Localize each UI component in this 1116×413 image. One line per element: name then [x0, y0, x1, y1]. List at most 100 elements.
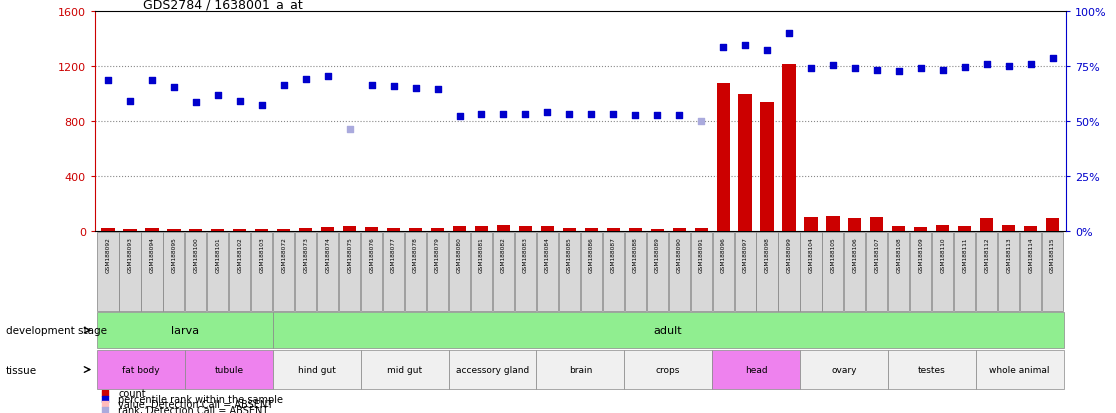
Text: GSM188073: GSM188073 — [304, 237, 308, 273]
Text: GSM188106: GSM188106 — [853, 237, 857, 273]
Text: GSM188088: GSM188088 — [633, 237, 637, 273]
Text: GSM188096: GSM188096 — [721, 237, 725, 273]
Text: testes: testes — [917, 365, 945, 374]
Point — [889, 69, 907, 75]
Bar — [362, 233, 382, 311]
Text: GSM188091: GSM188091 — [699, 237, 703, 273]
Bar — [712, 350, 800, 389]
Text: GSM188080: GSM188080 — [458, 237, 462, 273]
Point — [912, 66, 930, 72]
Bar — [519, 226, 532, 231]
Bar — [475, 226, 488, 231]
Text: GSM188083: GSM188083 — [523, 237, 528, 273]
Bar — [739, 95, 752, 231]
Point — [671, 113, 689, 119]
Point — [121, 98, 138, 104]
Bar — [1002, 225, 1016, 231]
Point — [978, 62, 995, 69]
Point — [319, 74, 337, 80]
Point — [96, 407, 114, 413]
Text: development stage: development stage — [6, 325, 107, 335]
Bar — [273, 233, 295, 311]
Bar — [914, 227, 927, 231]
Bar — [888, 350, 975, 389]
Text: GSM188104: GSM188104 — [808, 237, 814, 273]
Text: GSM188072: GSM188072 — [281, 237, 287, 273]
Bar — [97, 233, 118, 311]
Bar — [580, 233, 602, 311]
Text: GSM188092: GSM188092 — [106, 237, 110, 273]
Text: GSM188093: GSM188093 — [127, 237, 133, 273]
Bar — [1046, 218, 1059, 231]
Point — [560, 112, 578, 118]
Point — [385, 84, 403, 90]
Bar — [651, 229, 664, 231]
Text: head: head — [744, 365, 768, 374]
Bar — [959, 226, 971, 231]
Text: GSM188084: GSM188084 — [545, 237, 550, 273]
Bar — [936, 225, 950, 231]
Point — [583, 112, 600, 118]
Text: crops: crops — [656, 365, 681, 374]
Bar — [757, 233, 778, 311]
Point — [340, 127, 358, 133]
Text: GSM188074: GSM188074 — [325, 237, 330, 273]
Text: GSM188112: GSM188112 — [984, 237, 989, 273]
Bar — [1042, 233, 1064, 311]
Bar — [954, 233, 975, 311]
Bar — [124, 229, 136, 231]
Bar — [427, 233, 449, 311]
Bar — [805, 218, 818, 231]
Text: GDS2784 / 1638001_a_at: GDS2784 / 1638001_a_at — [143, 0, 304, 11]
Bar — [866, 233, 887, 311]
Point — [143, 78, 161, 84]
Bar — [449, 350, 537, 389]
Point — [648, 113, 666, 119]
Bar — [845, 233, 865, 311]
Text: percentile rank within the sample: percentile rank within the sample — [118, 394, 283, 404]
Bar — [870, 218, 884, 231]
Point — [868, 67, 886, 74]
Text: GSM188095: GSM188095 — [172, 237, 176, 273]
Bar — [185, 350, 272, 389]
Bar — [822, 233, 844, 311]
Bar — [976, 233, 998, 311]
Point — [96, 395, 114, 402]
Bar — [1024, 226, 1037, 231]
Bar — [668, 233, 690, 311]
Bar — [449, 233, 470, 311]
Text: GSM188111: GSM188111 — [962, 237, 968, 272]
Text: GSM188102: GSM188102 — [238, 237, 242, 273]
Bar — [211, 229, 224, 231]
Bar — [97, 350, 185, 389]
Bar — [167, 229, 181, 231]
Point — [955, 64, 973, 71]
Text: value, Detection Call = ABSENT: value, Detection Call = ABSENT — [118, 399, 273, 409]
Bar — [296, 233, 316, 311]
Bar — [712, 233, 733, 311]
Point — [231, 98, 249, 104]
Text: GSM188085: GSM188085 — [567, 237, 571, 273]
Bar — [365, 228, 378, 231]
Point — [494, 111, 512, 118]
Text: mid gut: mid gut — [387, 365, 422, 374]
Bar — [208, 233, 229, 311]
Bar — [980, 218, 993, 231]
Bar — [734, 233, 756, 311]
Point — [187, 100, 205, 106]
Bar — [782, 64, 796, 231]
Point — [275, 83, 292, 90]
Text: GSM188082: GSM188082 — [501, 237, 506, 273]
Text: ovary: ovary — [831, 365, 857, 374]
Text: GSM188090: GSM188090 — [676, 237, 682, 273]
Text: GSM188075: GSM188075 — [347, 237, 353, 273]
Bar — [142, 233, 163, 311]
Bar — [628, 229, 642, 231]
Text: rank, Detection Call = ABSENT: rank, Detection Call = ABSENT — [118, 405, 269, 413]
Text: GSM188110: GSM188110 — [941, 237, 945, 273]
Point — [165, 84, 183, 91]
Bar — [562, 228, 576, 231]
Bar — [185, 233, 206, 311]
Bar — [383, 233, 404, 311]
Bar — [145, 229, 158, 231]
